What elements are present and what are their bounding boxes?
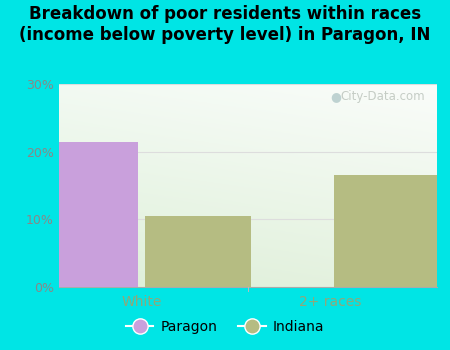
Bar	[334, 175, 440, 287]
Bar	[32, 141, 138, 287]
Text: ●: ●	[331, 90, 342, 103]
Legend: Paragon, Indiana: Paragon, Indiana	[120, 314, 330, 340]
Bar	[145, 216, 251, 287]
Text: Breakdown of poor residents within races
(income below poverty level) in Paragon: Breakdown of poor residents within races…	[19, 5, 431, 44]
Text: City-Data.com: City-Data.com	[341, 90, 425, 103]
